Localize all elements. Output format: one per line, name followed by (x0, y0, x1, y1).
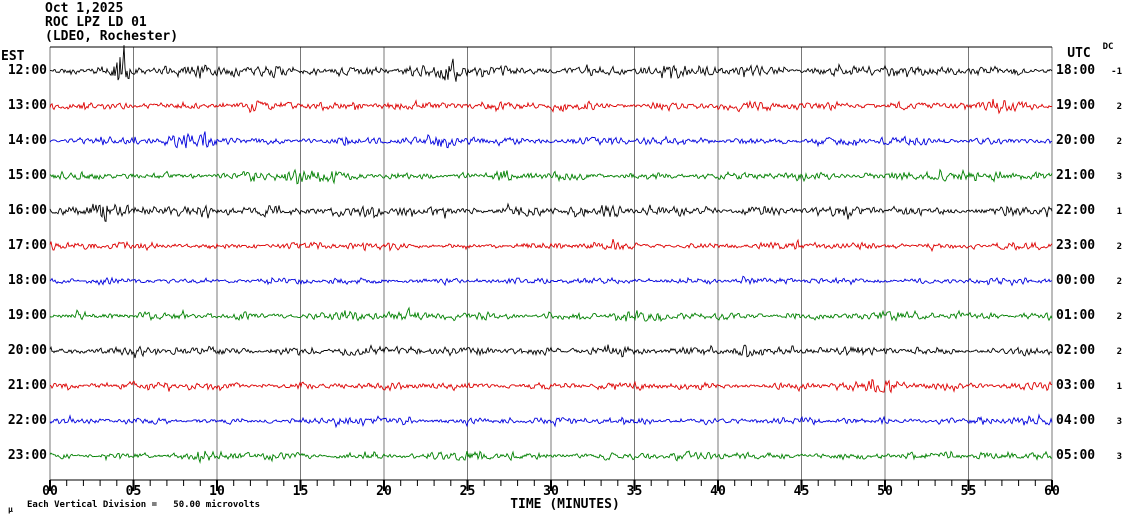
utc-time-label: 00:00 (1056, 273, 1096, 288)
x-tick-label: 60 (1044, 484, 1060, 499)
waveform-trace-17-00 (49, 238, 1053, 253)
waveform-trace-18-00 (49, 275, 1053, 287)
est-time-label: 21:00 (7, 378, 47, 393)
est-time-label: 18:00 (7, 273, 47, 288)
x-tick-label: 10 (209, 484, 225, 499)
dc-value: 2 (1116, 277, 1122, 287)
utc-time-label: 22:00 (1056, 203, 1096, 218)
x-tick-label: 55 (960, 484, 977, 499)
dc-value: 1 (1116, 207, 1122, 217)
x-tick-label: 00 (42, 484, 58, 499)
x-tick-label: 25 (459, 484, 476, 499)
dc-value: 3 (1116, 417, 1122, 427)
est-time-label: 20:00 (7, 343, 47, 358)
dc-column-label: DC (1102, 42, 1114, 52)
dc-value: 3 (1116, 452, 1122, 462)
est-time-label: 19:00 (7, 308, 47, 323)
waveform-trace-16-00 (49, 202, 1053, 223)
dc-value: 2 (1116, 137, 1122, 147)
dc-value: 3 (1116, 172, 1122, 182)
est-time-label: 13:00 (7, 98, 47, 113)
x-tick-label: 05 (125, 484, 142, 499)
waveform-trace-23-00 (49, 450, 1053, 464)
x-axis-title: TIME (MINUTES) (510, 497, 620, 512)
waveform-trace-22-00 (49, 413, 1053, 429)
utc-time-label: 04:00 (1056, 413, 1096, 428)
est-time-label: 17:00 (7, 238, 47, 253)
dc-value: 2 (1116, 102, 1122, 112)
est-time-label: 12:00 (7, 63, 47, 78)
utc-time-label: 18:00 (1056, 63, 1096, 78)
waveform-trace-13-00 (49, 98, 1053, 115)
waveform-trace-14-00 (49, 131, 1053, 149)
waveform-trace-15-00 (49, 168, 1053, 185)
plot-date: Oct 1,2025 (45, 1, 124, 16)
est-time-label: 14:00 (7, 133, 47, 148)
dc-value: 2 (1116, 347, 1122, 357)
x-tick-label: 50 (877, 484, 893, 499)
x-tick-label: 45 (793, 484, 810, 499)
x-tick-label: 15 (292, 484, 309, 499)
scale-note: Each Vertical Division = 50.00 microvolt… (27, 500, 260, 510)
utc-time-label: 01:00 (1056, 308, 1096, 323)
utc-axis-label: UTC (1067, 46, 1091, 61)
waveform-trace-19-00 (49, 306, 1053, 322)
station-location: (LDEO, Rochester) (45, 29, 179, 44)
x-tick-label: 35 (626, 484, 643, 499)
utc-time-label: 21:00 (1056, 168, 1096, 183)
waveform-trace-12-00 (49, 45, 1053, 82)
waveform-trace-21-00 (49, 379, 1052, 394)
dc-value: 2 (1116, 312, 1122, 322)
est-axis-label: EST (1, 49, 25, 64)
dc-value: 1 (1116, 382, 1122, 392)
x-tick-label: 40 (710, 484, 726, 499)
est-time-label: 15:00 (7, 168, 47, 183)
dc-value: 2 (1116, 242, 1122, 252)
waveform-trace-20-00 (49, 344, 1053, 359)
utc-time-label: 23:00 (1056, 238, 1096, 253)
utc-time-label: 03:00 (1056, 378, 1096, 393)
scale-mu-symbol: µ (8, 505, 13, 514)
est-time-label: 22:00 (7, 413, 47, 428)
utc-time-label: 05:00 (1056, 448, 1096, 463)
utc-time-label: 20:00 (1056, 133, 1096, 148)
utc-time-label: 02:00 (1056, 343, 1096, 358)
x-tick-label: 20 (376, 484, 392, 499)
est-time-label: 16:00 (7, 203, 47, 218)
x-tick-label: 30 (543, 484, 559, 499)
est-time-label: 23:00 (7, 448, 47, 463)
station-code: ROC LPZ LD 01 (45, 15, 147, 30)
utc-time-label: 19:00 (1056, 98, 1096, 113)
dc-value: -1 (1111, 67, 1122, 77)
